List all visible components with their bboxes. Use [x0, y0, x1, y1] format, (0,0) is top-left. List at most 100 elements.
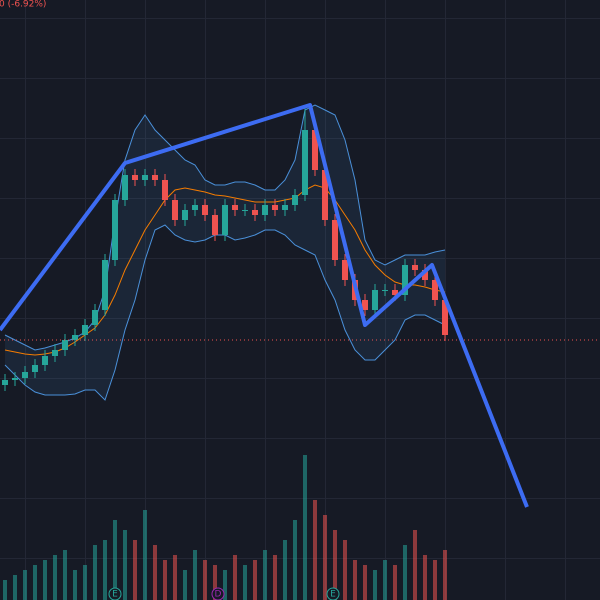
volume-bar [423, 555, 427, 600]
volume-bar [313, 500, 317, 600]
candle-body [222, 205, 228, 235]
volume-bar [233, 555, 237, 600]
volume-bar [363, 565, 367, 600]
volume-bar [413, 530, 417, 600]
candle-body [362, 300, 368, 310]
candle-body [202, 205, 208, 215]
candle-body [262, 205, 268, 215]
candle-body [212, 215, 218, 235]
volume-bar [273, 555, 277, 600]
candle-body [112, 200, 118, 260]
volume-bar [253, 560, 257, 600]
event-label: E [112, 590, 118, 600]
candle-body [232, 205, 238, 210]
candle-body [82, 325, 88, 335]
volume-bar [113, 520, 117, 600]
event-marker [108, 587, 122, 600]
candle-body [142, 175, 148, 180]
candle-body [382, 290, 388, 291]
candle-body [422, 270, 428, 280]
band-middle [4, 184, 446, 356]
volume-bar [193, 550, 197, 600]
volume-bar [153, 545, 157, 600]
band-fill [5, 105, 445, 400]
candle-body [392, 290, 398, 295]
volume-bar [263, 550, 267, 600]
candle-body [242, 210, 248, 211]
change-label: 0 (-6.92%) [0, 0, 46, 10]
candle-body [342, 260, 348, 280]
candle-body [172, 200, 178, 220]
volume-bar [213, 565, 217, 600]
volume-bar [93, 545, 97, 600]
candle-body [72, 335, 78, 340]
candle-body [182, 210, 188, 220]
candle-body [2, 380, 8, 385]
volume-bar [433, 560, 437, 600]
volume-bar [43, 560, 47, 600]
candle-body [412, 265, 418, 270]
candle-body [402, 265, 408, 295]
volume-bar [393, 565, 397, 600]
volume-bar [103, 540, 107, 600]
candle-body [52, 350, 58, 356]
volume-bar [283, 540, 287, 600]
candle-body [282, 205, 288, 210]
volume-bar [53, 555, 57, 600]
candle-body [192, 205, 198, 210]
volume-bar [203, 560, 207, 600]
volume-bar [73, 570, 77, 600]
volume-bar [183, 570, 187, 600]
volume-bar [323, 515, 327, 600]
candle-body [332, 220, 338, 260]
volume-bar [83, 565, 87, 600]
candle-body [312, 130, 318, 170]
candles [2, 105, 448, 391]
candle-body [432, 280, 438, 300]
volume-bar [403, 545, 407, 600]
volume-bar [133, 540, 137, 600]
candle-body [272, 205, 278, 210]
volume-bar [303, 455, 307, 600]
volume-bar [63, 550, 67, 600]
candle-body [322, 170, 328, 220]
volume-bar [243, 565, 247, 600]
volume-bar [123, 530, 127, 600]
candle-body [132, 175, 138, 180]
volume-bar [143, 510, 147, 600]
volume-bar [383, 560, 387, 600]
candle-body [152, 175, 158, 180]
candle-body [62, 340, 68, 350]
candle-body [442, 300, 448, 335]
volume-bar [223, 570, 227, 600]
bollinger [4, 104, 446, 401]
event-label: D [215, 590, 222, 600]
candle-body [102, 260, 108, 310]
candle-body [42, 356, 48, 365]
candle-body [252, 210, 258, 215]
candle-body [302, 130, 308, 195]
candle-body [32, 365, 38, 372]
volume-bar [23, 570, 27, 600]
volume-bar [3, 580, 7, 600]
volume-bar [173, 555, 177, 600]
candle-body [292, 195, 298, 205]
candle-body [12, 378, 18, 380]
volume-bar [443, 550, 447, 600]
candle-body [92, 310, 98, 325]
event-marker [326, 587, 340, 600]
band-upper [4, 104, 446, 351]
volume-bar [33, 565, 37, 600]
volume-bar [293, 520, 297, 600]
candle-body [372, 290, 378, 310]
event-marker [211, 587, 225, 600]
candle-body [122, 175, 128, 200]
volume-bar [373, 570, 377, 600]
zigzag-drawing [0, 103, 529, 508]
volume-bar [163, 560, 167, 600]
volume-bar [353, 560, 357, 600]
volume-bar [333, 530, 337, 600]
